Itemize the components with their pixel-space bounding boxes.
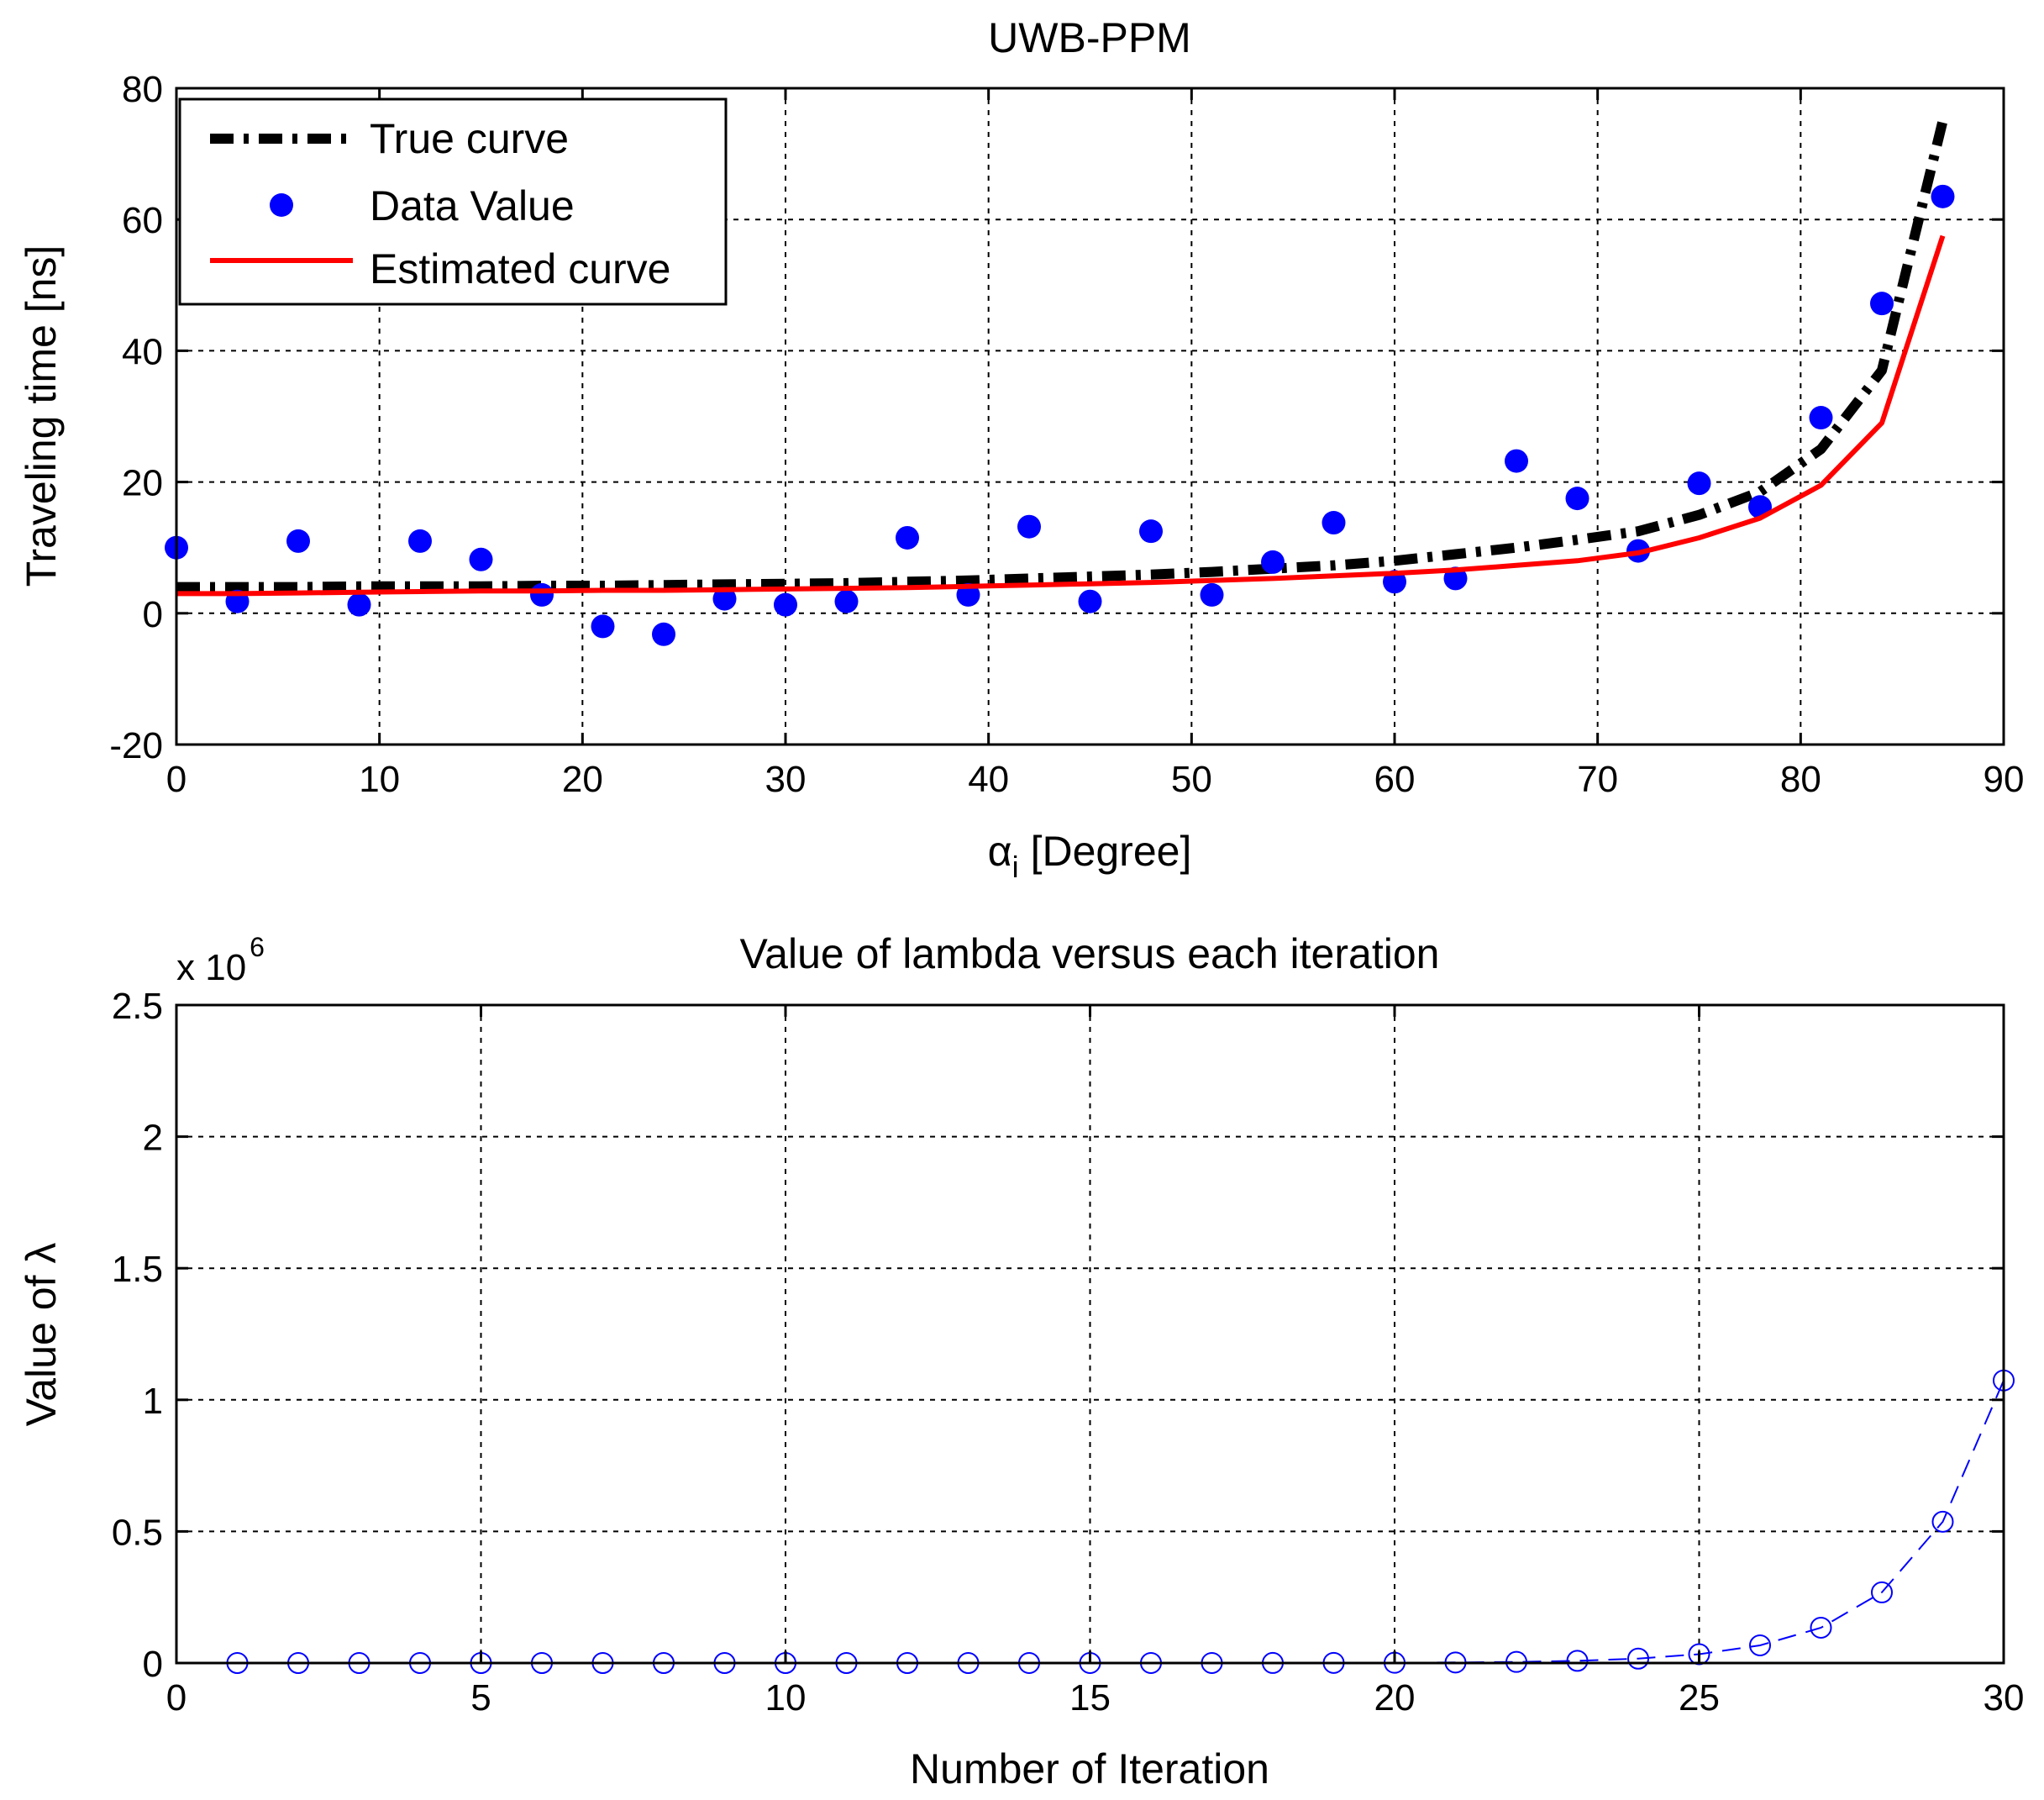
top-ytick-label: 40 <box>122 331 163 372</box>
top-x-label-subscript: i <box>1012 850 1019 884</box>
legend-estimated-curve-label: Estimated curve <box>370 245 670 292</box>
top-xtick-label: 30 <box>765 759 807 800</box>
bottom-xtick-label: 30 <box>1984 1677 2025 1718</box>
lambda-point <box>1566 1650 1589 1672</box>
bottom-multiplier: x 10 6 <box>176 932 265 988</box>
data-value-point <box>834 589 859 613</box>
data-value-point <box>1200 582 1224 607</box>
data-value-point <box>1139 519 1163 544</box>
top-xtick-label: 60 <box>1374 759 1416 800</box>
bottom-xtick-label: 0 <box>166 1677 187 1718</box>
data-value-point <box>347 592 371 617</box>
top-x-label-symbol: α <box>988 828 1012 875</box>
top-xtick-label: 80 <box>1780 759 1821 800</box>
data-value-point <box>1078 589 1102 613</box>
data-value-point <box>652 622 675 646</box>
top-x-label-text: [Degree] <box>1031 828 1192 875</box>
data-value-point <box>1261 550 1285 574</box>
top-y-label: Traveling time [ns] <box>18 245 65 587</box>
top-xtick-label: 10 <box>359 759 400 800</box>
top-ytick-label: 20 <box>122 463 163 504</box>
data-value-point <box>1505 449 1528 473</box>
data-value-point <box>1809 406 1833 430</box>
lambda-point <box>1627 1647 1649 1670</box>
bottom-ytick-label: 2.5 <box>112 986 163 1027</box>
lambda-point <box>1931 1510 1954 1533</box>
bottom-ytick-label: 2 <box>143 1118 163 1159</box>
bottom-xtick-label: 15 <box>1069 1677 1111 1718</box>
bottom-ytick-label: 0 <box>143 1644 163 1685</box>
data-value-point <box>591 614 615 639</box>
data-value-point <box>1565 487 1589 511</box>
top-ytick-label: 0 <box>143 594 163 635</box>
bottom-x-label: Number of Iteration <box>910 1745 1269 1792</box>
data-value-point <box>774 592 797 617</box>
bottom-title: Value of lambda versus each iteration <box>740 930 1440 977</box>
chart-bottom: 0 5 10 15 20 25 30 0 0.5 1 1.5 2 2.5 Value of lambda… <box>18 930 2024 1792</box>
top-ticks <box>175 87 2005 746</box>
bottom-grid <box>176 1005 2004 1663</box>
bottom-ytick-label: 0.5 <box>112 1512 163 1553</box>
top-ytick-label: 80 <box>122 69 163 110</box>
bottom-multiplier-prefix: x 10 <box>176 947 246 988</box>
bottom-xtick-label: 20 <box>1374 1677 1416 1718</box>
top-axes-frame <box>175 87 2005 746</box>
bottom-ytick-label: 1 <box>143 1381 163 1422</box>
legend-data-value-label: Data Value <box>370 182 575 229</box>
top-ytick-label: -20 <box>109 725 163 766</box>
top-xtick-label: 40 <box>968 759 1009 800</box>
data-value-point <box>286 529 310 553</box>
data-value-point <box>1687 471 1711 496</box>
top-xtick-label: 50 <box>1171 759 1212 800</box>
bottom-ytick-label: 1.5 <box>112 1249 163 1290</box>
bottom-tick-labels: 0 5 10 15 20 25 30 0 0.5 1 1.5 2 2.5 <box>112 986 2025 1718</box>
bottom-y-label: Value of λ <box>18 1243 65 1427</box>
data-value-point <box>1017 514 1041 539</box>
data-value-point <box>1870 292 1894 316</box>
lambda-point <box>1810 1616 1832 1639</box>
bottom-multiplier-exponent: 6 <box>250 932 265 962</box>
top-title: UWB-PPM <box>988 14 1191 61</box>
legend: True curve Data Value Estimated curve <box>178 97 728 306</box>
lambda-point <box>1749 1634 1771 1656</box>
top-xtick-label: 0 <box>166 759 187 800</box>
data-value-point <box>1322 511 1346 535</box>
top-series <box>165 119 1955 646</box>
bottom-xtick-label: 25 <box>1679 1677 1720 1718</box>
legend-data-value-swatch <box>270 193 293 217</box>
data-value-point <box>712 587 737 611</box>
top-xtick-label: 20 <box>562 759 603 800</box>
top-ytick-label: 60 <box>122 200 163 241</box>
data-value-point <box>469 547 493 571</box>
true-curve-line <box>176 119 1948 592</box>
data-value-point <box>530 582 554 607</box>
top-x-label: αi [Degree] <box>988 828 1192 884</box>
legend-true-curve-label: True curve <box>370 115 569 162</box>
top-xtick-label: 90 <box>1984 759 2025 800</box>
bottom-xtick-label: 10 <box>765 1677 807 1718</box>
estimated-curve-line <box>176 234 1946 597</box>
data-value-point <box>1931 184 1955 208</box>
lambda-point <box>1871 1581 1893 1603</box>
data-value-point <box>896 525 919 550</box>
bottom-ticks <box>175 1003 2005 1665</box>
data-value-point <box>408 529 432 553</box>
top-xtick-label: 70 <box>1577 759 1618 800</box>
bottom-xtick-label: 5 <box>470 1677 491 1718</box>
